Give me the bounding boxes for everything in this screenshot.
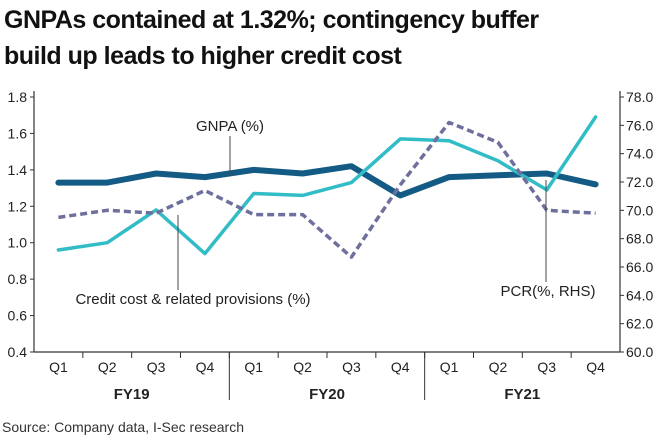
right-tick-label: 64.0 [626, 287, 653, 303]
x-tick-label: Q1 [244, 359, 263, 375]
annotation-label: PCR(%, RHS) [500, 283, 595, 300]
right-tick-label: 66.0 [626, 259, 653, 275]
left-tick-label: 0.6 [8, 308, 28, 324]
left-tick-label: 1.0 [8, 235, 28, 251]
x-tick-label: Q1 [440, 359, 459, 375]
right-tick-label: 62.0 [626, 316, 653, 332]
right-tick-label: 72.0 [626, 174, 653, 190]
series-line-gnpa [55, 163, 599, 199]
left-tick-label: 1.2 [8, 198, 28, 214]
group-label: FY21 [504, 386, 540, 403]
left-tick-label: 0.8 [8, 271, 28, 287]
right-tick-label: 78.0 [626, 89, 653, 105]
series-line-pcr-rhs [58, 120, 596, 259]
annotation-label: Credit cost & related provisions (%) [75, 291, 310, 308]
x-tick-label: Q4 [586, 359, 605, 375]
left-tick-label: 1.6 [8, 125, 28, 141]
left-tick-label: 1.4 [8, 162, 28, 178]
x-tick-label: Q4 [196, 359, 215, 375]
group-label: FY20 [309, 386, 345, 403]
annotation-layer: GNPA (%) Credit cost & related provisions… [75, 118, 595, 308]
series-line-credit-cost-related-provisions [56, 115, 598, 256]
series-layer [55, 115, 599, 259]
right-tick-label: 68.0 [626, 231, 653, 247]
x-tick-label: Q1 [49, 359, 68, 375]
group-label: FY19 [114, 386, 150, 403]
axes: 0.4 0.6 0.8 1.0 1.2 1.4 1.6 1.8 60.0 62.0 64.0 66.0… [8, 89, 654, 403]
right-tick-label: 76.0 [626, 117, 653, 133]
x-tick-label: Q2 [489, 359, 508, 375]
chart-title-line-1: GNPAs contained at 1.32%; contingency bu… [4, 6, 539, 34]
chart-title: GNPAs contained at 1.32%; contingency bu… [4, 2, 654, 74]
x-tick-label: Q3 [342, 359, 361, 375]
source-note: Source: Company data, I-Sec research [2, 419, 245, 435]
x-tick-label: Q2 [293, 359, 312, 375]
x-tick-label: Q2 [98, 359, 117, 375]
x-tick-label: Q3 [537, 359, 556, 375]
chart-title-line-2: build up leads to higher credit cost [4, 42, 402, 70]
x-tick-label: Q3 [147, 359, 166, 375]
right-tick-label: 70.0 [626, 202, 653, 218]
right-tick-label: 60.0 [626, 344, 653, 360]
right-tick-label: 74.0 [626, 146, 653, 162]
left-tick-label: 1.8 [8, 89, 28, 105]
x-tick-label: Q4 [391, 359, 410, 375]
annotation-label: GNPA (%) [196, 118, 264, 135]
left-tick-label: 0.4 [8, 344, 28, 360]
